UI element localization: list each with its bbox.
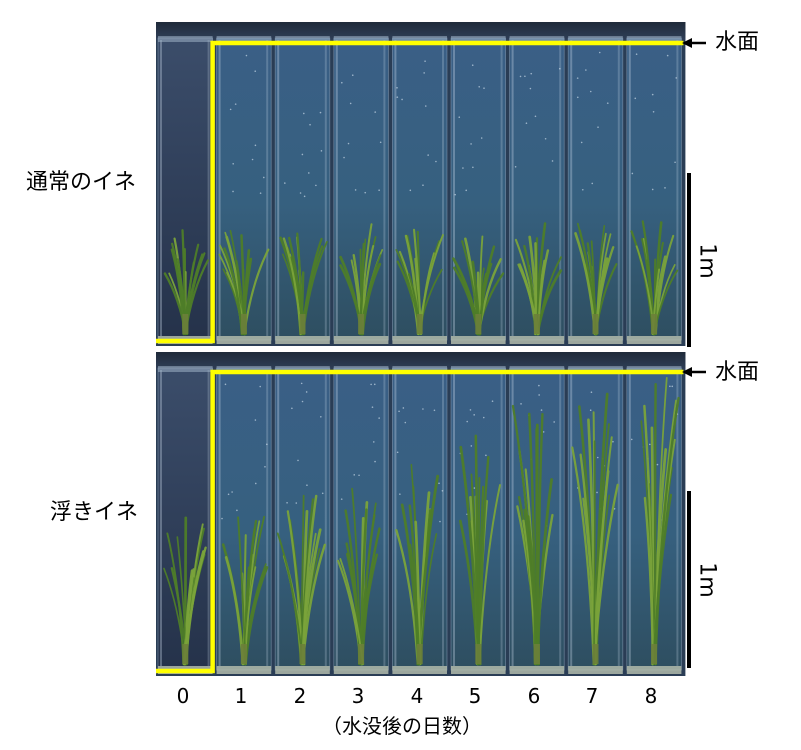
rice-plant-normal-day-6 (514, 222, 563, 336)
scale-label-top: 1m (694, 243, 720, 279)
tank-floating-day-4 (391, 366, 448, 674)
rice-plant-floating-day-1 (221, 515, 269, 666)
water-surface-label-top: 水面 (715, 30, 760, 55)
rice-plant-floating-day-8 (640, 376, 680, 666)
water-level-line-floating (156, 369, 684, 674)
tank-normal-day-7 (567, 36, 624, 344)
left-arrow-icon (682, 38, 706, 48)
rice-plant-normal-day-4 (395, 228, 444, 336)
water-level-line-normal (156, 40, 684, 344)
rice-plant-normal-day-5 (452, 235, 505, 336)
photo-panel-floating (156, 352, 686, 676)
rice-plant-normal-day-7 (574, 222, 618, 336)
rice-plant-normal-day-1 (218, 229, 270, 336)
tank-normal-day-8 (626, 36, 682, 344)
row-label-floating-rice: 浮きイネ (50, 500, 139, 525)
rice-plant-floating-day-4 (395, 463, 440, 666)
rice-plant-normal-day-3 (339, 223, 384, 336)
water-surface-label-bottom: 水面 (715, 360, 760, 385)
day-label-3: 3 (351, 684, 365, 708)
left-arrow-icon (682, 367, 706, 377)
row-label-normal-rice: 通常のイネ (26, 170, 137, 195)
tank-normal-day-5 (450, 36, 506, 344)
day-label-6: 6 (527, 684, 541, 708)
tank-floating-day-7 (567, 366, 624, 674)
days-after-submergence-caption: （水没後の日数） (322, 714, 482, 738)
day-label-8: 8 (644, 684, 658, 708)
rice-plant-floating-day-7 (571, 392, 619, 666)
tank-floating-day-8 (626, 366, 682, 674)
tank-normal-day-3 (333, 36, 389, 344)
tank-normal-day-0 (157, 36, 213, 344)
day-label-5: 5 (468, 684, 482, 708)
tank-floating-day-6 (509, 366, 565, 674)
day-label-1: 1 (234, 684, 248, 708)
tank-normal-day-6 (509, 36, 565, 344)
tank-floating-day-0 (157, 366, 213, 674)
day-label-7: 7 (585, 684, 599, 708)
tank-normal-day-1 (216, 36, 272, 344)
tank-floating-day-2 (274, 366, 331, 674)
tank-floating-day-3 (333, 366, 389, 674)
tank-normal-day-2 (274, 36, 331, 344)
rice-plant-normal-day-8 (630, 220, 679, 336)
tank-normal-day-4 (391, 36, 448, 344)
rice-plant-floating-day-6 (511, 404, 554, 666)
photo-panel-normal (156, 22, 686, 346)
day-label-2: 2 (293, 684, 307, 708)
tank-floating-day-1 (216, 366, 272, 674)
rice-plant-floating-day-5 (458, 434, 501, 666)
rice-plant-floating-day-0 (163, 516, 207, 666)
day-label-4: 4 (410, 684, 424, 708)
rice-plant-floating-day-3 (337, 487, 381, 666)
day-label-0: 0 (176, 684, 190, 708)
rice-plant-normal-day-2 (279, 232, 328, 336)
scale-label-bottom: 1m (694, 562, 720, 598)
rice-plant-floating-day-2 (276, 494, 327, 666)
rice-plant-normal-day-0 (163, 229, 210, 336)
tank-floating-day-5 (450, 366, 506, 674)
